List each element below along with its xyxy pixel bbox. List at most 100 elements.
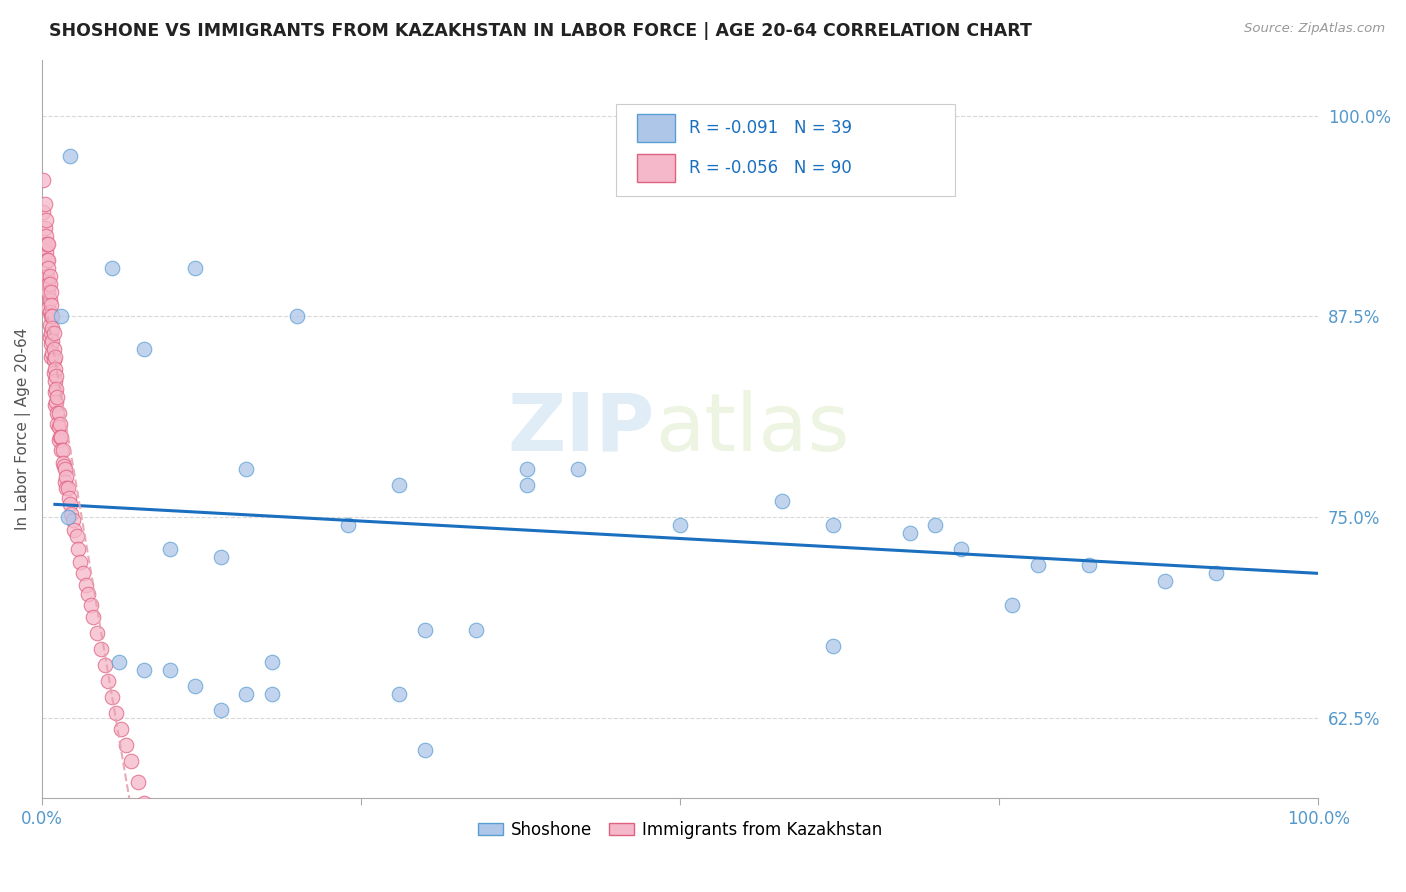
Legend: Shoshone, Immigrants from Kazakhstan: Shoshone, Immigrants from Kazakhstan — [471, 814, 889, 846]
Point — [1154, 574, 1177, 589]
Point — [39, 326, 62, 340]
Point — [924, 518, 946, 533]
Point — [46, 406, 69, 420]
Point — [55, 470, 77, 484]
Point — [35, 229, 58, 244]
Point — [86, 625, 108, 640]
Point — [65, 529, 87, 543]
Point — [37, 237, 59, 252]
Point — [62, 513, 84, 527]
Point — [63, 523, 86, 537]
Point — [184, 261, 207, 276]
Point — [59, 497, 82, 511]
Point — [51, 456, 73, 470]
FancyBboxPatch shape — [616, 103, 955, 196]
Point — [37, 285, 59, 300]
Point — [823, 518, 845, 533]
Point — [159, 663, 181, 677]
Text: atlas: atlas — [655, 390, 849, 468]
Point — [567, 462, 589, 476]
Point — [97, 673, 120, 688]
Point — [38, 330, 60, 344]
Point — [465, 623, 488, 637]
Point — [44, 362, 66, 376]
Point — [53, 475, 76, 489]
Point — [90, 641, 112, 656]
Point — [44, 384, 66, 399]
Point — [235, 687, 257, 701]
Point — [1001, 599, 1024, 613]
Point — [34, 237, 56, 252]
Point — [37, 269, 59, 284]
Point — [45, 382, 67, 396]
Text: ZIP: ZIP — [508, 390, 655, 468]
Point — [37, 261, 59, 276]
FancyBboxPatch shape — [637, 154, 675, 182]
Point — [38, 304, 60, 318]
Point — [38, 277, 60, 292]
Point — [44, 350, 66, 364]
Point — [1205, 566, 1227, 581]
Point — [51, 310, 73, 324]
Point — [51, 442, 73, 457]
Point — [51, 430, 73, 444]
Text: R = -0.056   N = 90: R = -0.056 N = 90 — [689, 159, 852, 178]
Point — [45, 368, 67, 383]
Point — [184, 679, 207, 693]
Point — [77, 587, 100, 601]
Point — [58, 491, 80, 505]
Point — [101, 261, 124, 276]
Point — [53, 462, 76, 476]
Point — [37, 277, 59, 292]
Point — [413, 623, 436, 637]
Point — [41, 346, 63, 360]
FancyBboxPatch shape — [637, 114, 675, 143]
Point — [1077, 558, 1099, 573]
Point — [260, 655, 283, 669]
Point — [516, 462, 538, 476]
Point — [41, 334, 63, 348]
Point — [56, 510, 79, 524]
Text: R = -0.091   N = 39: R = -0.091 N = 39 — [689, 120, 852, 137]
Point — [46, 417, 69, 431]
Point — [79, 599, 101, 613]
Point — [38, 318, 60, 332]
Point — [39, 350, 62, 364]
Point — [209, 550, 232, 565]
Point — [37, 253, 59, 268]
Y-axis label: In Labor Force | Age 20-64: In Labor Force | Age 20-64 — [15, 327, 31, 530]
Point — [59, 149, 82, 163]
Point — [42, 366, 65, 380]
Point — [42, 342, 65, 356]
Point — [39, 336, 62, 351]
Point — [39, 298, 62, 312]
Point — [388, 478, 411, 492]
Point — [42, 352, 65, 367]
Point — [669, 518, 692, 533]
Point — [949, 542, 972, 557]
Point — [1026, 558, 1049, 573]
Point — [101, 690, 124, 704]
Point — [69, 555, 91, 569]
Point — [120, 754, 142, 768]
Point — [37, 253, 59, 268]
Point — [56, 481, 79, 495]
Point — [82, 609, 104, 624]
Point — [35, 245, 58, 260]
Point — [41, 310, 63, 324]
Point — [42, 326, 65, 340]
Point — [55, 481, 77, 495]
Point — [49, 430, 72, 444]
Point — [45, 394, 67, 409]
Point — [35, 213, 58, 227]
Point — [48, 406, 70, 420]
Point — [51, 442, 73, 457]
Point — [46, 390, 69, 404]
Point — [105, 706, 128, 720]
Point — [110, 722, 132, 736]
Point — [127, 775, 149, 789]
Point — [49, 417, 72, 431]
Point — [44, 398, 66, 412]
Point — [159, 542, 181, 557]
Point — [39, 310, 62, 324]
